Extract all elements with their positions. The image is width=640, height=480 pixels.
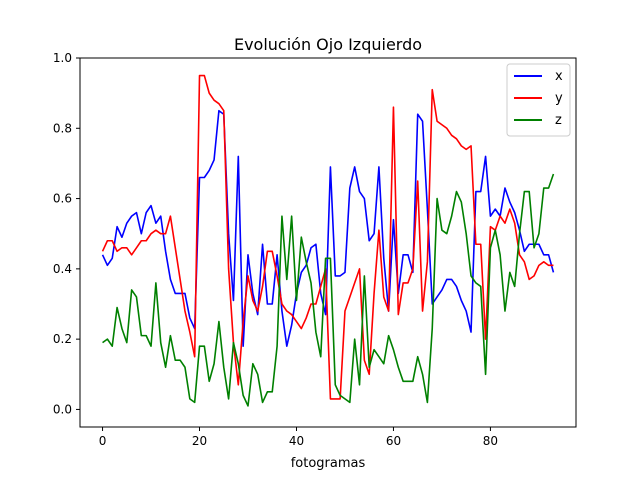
tick-layer: 0 20 40 60 80 0.0 0.2 0.4 0.6 0.8 1.0 xyxy=(53,51,498,448)
legend-box xyxy=(506,63,571,137)
series-line-x xyxy=(101,109,555,347)
x-tick-label: 80 xyxy=(483,434,498,448)
x-tick-label: 0 xyxy=(99,434,107,448)
legend-label-y: y xyxy=(555,91,563,106)
y-tick-label: 0.4 xyxy=(53,262,72,276)
legend: xyz xyxy=(506,63,571,137)
series-layer xyxy=(101,74,555,407)
x-tick-label: 40 xyxy=(289,434,304,448)
legend-label-z: z xyxy=(555,113,562,128)
y-tick-label: 0.0 xyxy=(53,402,72,416)
x-tick-label: 20 xyxy=(192,434,207,448)
x-axis-label: fotogramas xyxy=(291,456,366,471)
legend-label-x: x xyxy=(555,69,563,84)
x-tick-label: 60 xyxy=(386,434,401,448)
chart-title: Evolución Ojo Izquierdo xyxy=(234,35,422,54)
plot-frame xyxy=(79,57,577,428)
y-tick-label: 0.8 xyxy=(53,121,72,135)
series-line-z xyxy=(102,173,555,407)
y-tick-label: 1.0 xyxy=(53,51,72,65)
series-line-y xyxy=(101,74,554,400)
y-tick-label: 0.2 xyxy=(53,332,72,346)
y-tick-label: 0.6 xyxy=(53,192,72,206)
